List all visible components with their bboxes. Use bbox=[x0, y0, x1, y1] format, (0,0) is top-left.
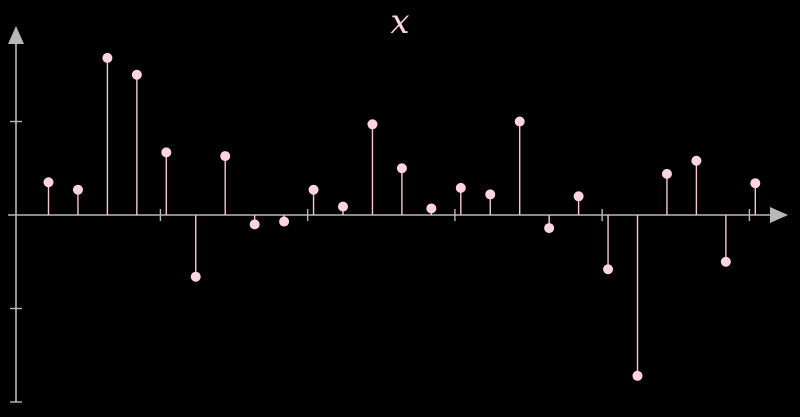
stem-marker bbox=[691, 155, 702, 166]
stems bbox=[47, 57, 756, 376]
stem-marker bbox=[750, 178, 761, 189]
stem-marker bbox=[161, 147, 172, 158]
stem-marker bbox=[632, 370, 643, 381]
stem-marker bbox=[338, 201, 348, 212]
stem-marker bbox=[43, 177, 54, 188]
stem-marker bbox=[661, 168, 672, 179]
stem-marker bbox=[603, 264, 614, 275]
stem-marker bbox=[249, 219, 260, 230]
stem-marker bbox=[573, 191, 584, 202]
stem-marker bbox=[485, 189, 496, 200]
stem-marker bbox=[720, 256, 731, 267]
stem-marker bbox=[72, 184, 83, 195]
stem-marker bbox=[544, 223, 555, 234]
stem-marker bbox=[396, 163, 407, 174]
y-axis-arrow bbox=[8, 26, 24, 44]
stem-marker bbox=[455, 182, 466, 193]
stem-marker bbox=[220, 151, 231, 162]
stem-marker bbox=[102, 52, 113, 63]
stem-marker bbox=[190, 271, 201, 282]
x-axis-arrow bbox=[770, 207, 788, 223]
chart-title: x bbox=[390, 2, 410, 42]
stem-marker bbox=[426, 203, 437, 214]
stem-marker bbox=[514, 116, 525, 127]
stem-marker bbox=[131, 69, 142, 80]
stem-marker bbox=[367, 119, 378, 130]
axes bbox=[8, 26, 788, 403]
stem-marker bbox=[279, 216, 290, 227]
markers bbox=[43, 52, 761, 381]
stem-marker bbox=[308, 184, 319, 195]
